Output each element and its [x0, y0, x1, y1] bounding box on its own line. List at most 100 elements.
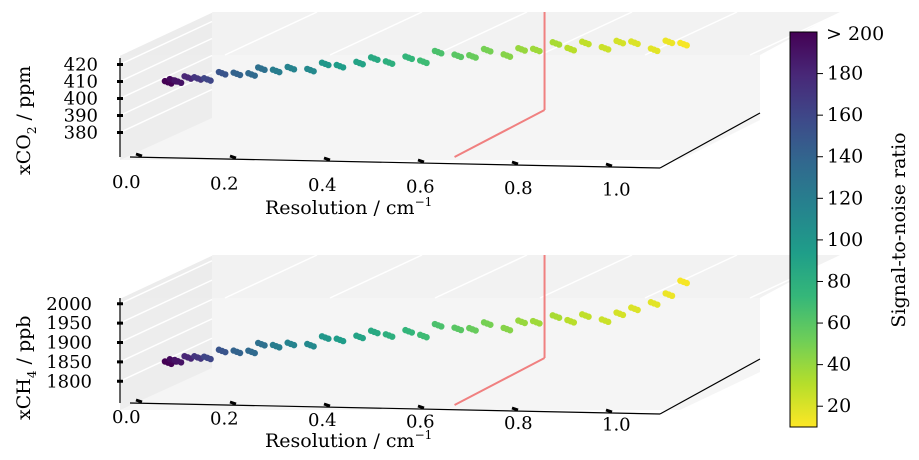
colorbar-top-label: > 200: [826, 23, 884, 45]
x-tick-label: 0.4: [308, 175, 337, 196]
scatter-point: [222, 348, 229, 356]
scatter-point: [222, 71, 229, 78]
colorbar-tick-label: 160: [827, 104, 863, 126]
scatter-point: [359, 334, 366, 342]
y-tick-label: 1900: [46, 333, 92, 354]
x-tick-label: 0.8: [504, 413, 533, 434]
x-tick-label: 1.0: [602, 415, 631, 436]
x-tick-label: 0.2: [210, 174, 239, 195]
y-tick-label: 1950: [46, 313, 92, 334]
scatter-point: [555, 314, 563, 321]
depth-axis-line: [659, 112, 761, 169]
scatter-point: [276, 68, 283, 76]
y-tick-label: 400: [64, 89, 98, 110]
scatter-point: [207, 355, 214, 363]
colorbar-title: Signal-to-noise ratio: [888, 132, 910, 327]
scatter-point: [276, 344, 283, 351]
ch4-y-axis-title: xCH4 / ppb: [13, 316, 39, 420]
colorbar-gradient: [789, 31, 818, 428]
scatter-point: [325, 61, 332, 69]
y-tick-label: 380: [64, 123, 98, 144]
marker-line-floor: [454, 357, 546, 406]
y-tick-label: 2000: [46, 294, 92, 315]
co2-x-axis-title: Resolution / cm−1: [265, 195, 432, 219]
x-axis-line: [129, 156, 661, 169]
scatter-point: [654, 301, 661, 308]
scatter-point: [408, 329, 416, 336]
x-tick-mark: [229, 154, 237, 160]
scatter-point: [374, 329, 381, 337]
grid-line: [329, 254, 423, 299]
grid-line: [434, 254, 528, 299]
scatter-point: [570, 319, 578, 326]
x-tick-mark: [511, 406, 519, 412]
colorbar-tick-label: 80: [827, 270, 851, 292]
x-tick-mark: [135, 152, 143, 158]
scatter-point: [570, 47, 578, 54]
ch4-grid: [119, 254, 843, 382]
y-tick-label: 1850: [46, 352, 92, 373]
grid-line: [119, 318, 213, 363]
x-tick-mark: [229, 400, 237, 406]
scatter-point: [634, 306, 641, 314]
x-tick-label: 1.0: [602, 180, 631, 201]
scatter-point: [339, 64, 347, 71]
ch4-pane-walls: [120, 255, 840, 410]
colorbar-tick-label: 100: [827, 229, 863, 251]
ch4-panel: 0.0 0.2 0.4 0.6 0.8 1.0 18001850190019502000 …: [13, 254, 843, 452]
scatter-point: [177, 359, 185, 366]
scatter-point: [261, 342, 268, 349]
co2-scatter-points: [161, 37, 690, 87]
scatter-point: [585, 313, 592, 320]
x-tick-label: 0.2: [210, 409, 239, 430]
scatter-point: [359, 61, 366, 68]
x-tick-label: 0.0: [112, 407, 141, 428]
scatter-point: [487, 48, 494, 55]
scatter-point: [668, 292, 676, 300]
x-tick-label: 0.4: [308, 410, 337, 431]
scatter-point: [310, 343, 317, 350]
scatter-point: [487, 321, 494, 328]
scatter-point: [634, 40, 641, 48]
grid-line: [434, 11, 528, 56]
co2-marker-line: [454, 12, 546, 158]
grid-line: [224, 11, 318, 56]
grid-line: [119, 88, 213, 134]
scatter-point: [310, 68, 317, 75]
scatter-point: [251, 72, 258, 79]
grid-line: [119, 11, 213, 56]
colorbar-tick-label: 60: [827, 312, 851, 334]
scatter-point: [290, 66, 298, 73]
grid-line: [539, 11, 633, 56]
scatter-point: [177, 79, 185, 87]
grid-line: [644, 254, 738, 299]
x-tick-mark: [417, 158, 425, 164]
scatter-point: [619, 311, 627, 319]
scatter-point: [555, 41, 563, 48]
ch4-x-axis-title: Resolution / cm−1: [265, 428, 432, 452]
scatter-point: [457, 326, 465, 334]
scatter-point: [236, 349, 244, 357]
x-tick-mark: [323, 156, 331, 162]
depth-axis-line: [659, 358, 761, 415]
ch4-scatter-points: [161, 277, 690, 368]
x-axis-line: [129, 402, 661, 415]
scatter-point: [261, 66, 268, 74]
scatter-point: [605, 318, 612, 326]
x-tick-label: 0.6: [406, 412, 435, 433]
marker-line-floor: [454, 109, 546, 158]
co2-x-tick-labels: 0.0 0.2 0.4 0.6 0.8 1.0: [112, 152, 631, 201]
ch4-axes: [119, 298, 761, 415]
grid-line: [119, 260, 213, 305]
scatter-point: [654, 47, 661, 55]
grid-line: [539, 254, 633, 299]
scatter-point: [457, 53, 465, 61]
scatter-point: [521, 47, 528, 54]
scatter-point: [668, 39, 676, 47]
y-tick-label: 410: [64, 72, 98, 93]
x-tick-label: 0.0: [112, 172, 141, 193]
colorbar-tick-label: 120: [827, 187, 863, 209]
x-tick-mark: [135, 398, 143, 404]
